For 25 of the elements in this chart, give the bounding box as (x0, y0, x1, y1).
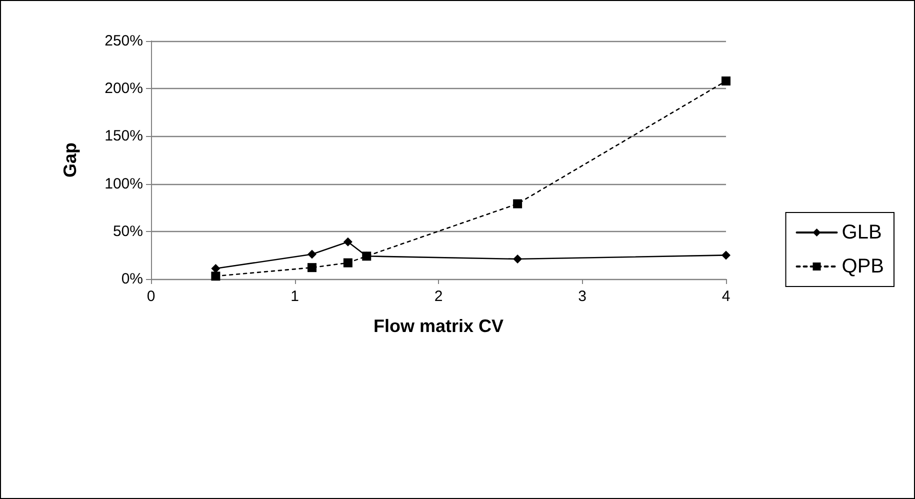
point (308, 263, 316, 272)
x-tick-label: 1 (290, 288, 299, 305)
point (362, 252, 372, 261)
x-tick-label: 4 (722, 288, 730, 305)
point (513, 199, 522, 208)
point (343, 237, 352, 246)
y-tick-label: 200% (104, 80, 143, 98)
x-tick-label: 3 (578, 288, 586, 305)
point (211, 272, 220, 281)
y-tick-label: 0% (121, 270, 143, 288)
point (513, 254, 522, 264)
y-tick-label: 250% (104, 32, 143, 50)
y-tick-label: 50% (112, 222, 143, 240)
x-axis-title: Flow matrix CV (373, 316, 504, 336)
point (722, 250, 730, 260)
legend-label: GLB (842, 222, 882, 244)
y-axis-title: Gap (60, 142, 80, 178)
y-tick-label: 150% (104, 128, 143, 145)
point (308, 250, 316, 259)
y-tick-label: 100% (104, 175, 143, 192)
point (343, 258, 352, 268)
x-tick-label: 2 (434, 288, 443, 305)
legend-label: QPB (842, 256, 884, 278)
point (722, 76, 730, 86)
x-tick-label: 0 (146, 288, 156, 305)
